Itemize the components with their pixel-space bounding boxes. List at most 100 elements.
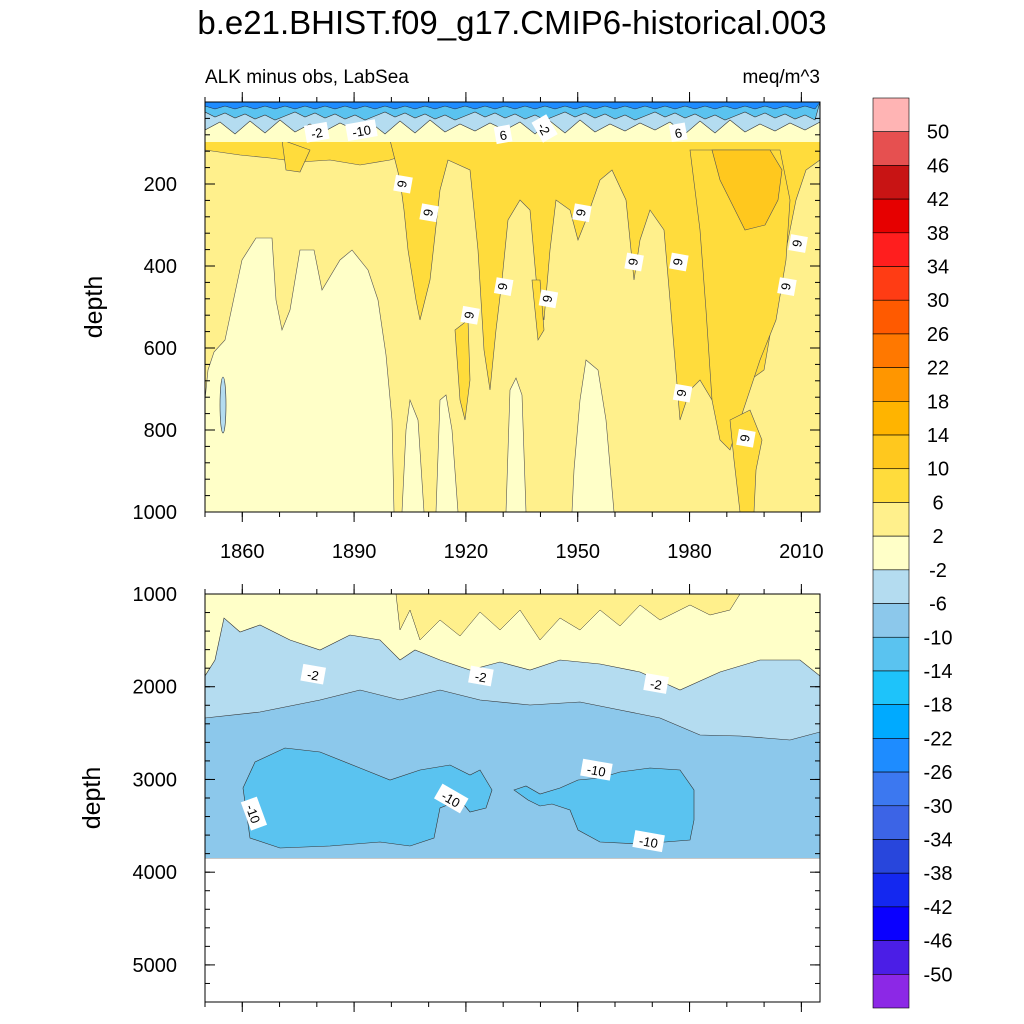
contour-label-box: [624, 252, 644, 272]
contour-label-box: [572, 203, 592, 223]
colorbar-label: 50: [927, 122, 949, 144]
colorbar-swatch: [872, 805, 910, 840]
colorbar-label: -22: [924, 728, 953, 750]
contour-label-box: [493, 124, 513, 145]
colorbar-swatch: [872, 502, 910, 537]
contour-label-box: [303, 121, 330, 143]
colorbar-swatch: [872, 198, 910, 234]
colorbar-swatch: [872, 670, 910, 705]
colorbar-swatch: [872, 266, 910, 301]
colorbar-label: 14: [927, 425, 949, 447]
y-tick-label: 2000: [133, 677, 178, 699]
contour-label: 6: [572, 203, 592, 223]
contour-label-text: 6: [539, 294, 555, 304]
contour-label-box: [393, 174, 413, 194]
upper-panel-axes: 200 400 600 800 1000 1860 1890 1920 1950 1980 2010: [133, 92, 824, 563]
hot-core-region: [711, 149, 783, 231]
contour-label-text: 6: [778, 282, 794, 292]
colorbar-swatch: [872, 738, 910, 773]
chart-title: b.e21.BHIST.f09_g17.CMIP6-historical.003: [197, 4, 826, 41]
contour-label-text: 6: [625, 257, 641, 267]
colorbar-label: -14: [924, 661, 953, 683]
x-tick-label: 1950: [555, 541, 600, 563]
y-tick-label: 1000: [133, 584, 178, 606]
colorbar-label: 30: [927, 290, 949, 312]
contour-label-box: [580, 758, 613, 781]
contour-label: -2: [300, 663, 326, 685]
y-tick-label: 3000: [133, 769, 178, 791]
contour-label-text: -10: [243, 803, 264, 826]
contour-label-text: 6: [789, 238, 805, 248]
colorbar-label: -6: [929, 594, 947, 616]
contour-label-text: 6: [573, 208, 589, 218]
colorbar-label: 38: [927, 223, 949, 245]
contour-label: -2: [531, 114, 558, 143]
colorbar-swatch: [872, 771, 910, 807]
colorbar-swatch: [872, 367, 910, 402]
contour-label: -2: [468, 665, 494, 687]
lower-yellow-fringe: [395, 594, 741, 641]
y-tick-label: 400: [144, 256, 177, 278]
contour-label: 6: [788, 234, 808, 253]
contour-label-box: [643, 673, 669, 694]
lower-panel-axes: 1000 2000 3000 4000 5000: [133, 584, 821, 1012]
contour-label-box: [669, 252, 689, 272]
x-tick-label: 1860: [220, 541, 265, 563]
colorbar-swatch: [872, 704, 910, 739]
contour-label-text: -10: [351, 122, 372, 140]
colorbar-swatch: [872, 973, 910, 1009]
colorbar-swatch: [872, 97, 910, 133]
upper-panel-field: [205, 102, 820, 512]
contour-label: 6: [393, 174, 413, 194]
contour-label-text: -2: [310, 125, 324, 142]
contour-label: 6: [419, 203, 439, 223]
colorbar-swatch: [872, 434, 910, 470]
y-tick-label: 4000: [133, 862, 178, 884]
colorbar-label: 2: [932, 526, 943, 548]
lower-y-axis-label: depth: [78, 767, 106, 830]
colorbar-label: -42: [924, 897, 953, 919]
lower-deep-patch-west: [242, 747, 493, 849]
lower-pale-region: [205, 594, 820, 691]
colorbar-swatch: [872, 232, 910, 267]
contour-label: 6: [668, 122, 688, 143]
contour-label-text: 6: [674, 125, 684, 141]
colorbar-swatch: [872, 940, 910, 975]
contour-label: -10: [580, 758, 613, 781]
contour-label-text: -2: [649, 676, 663, 693]
contour-label: 6: [460, 305, 480, 325]
contour-label: -2: [643, 673, 669, 694]
lower-deep-patch-east: [513, 767, 695, 845]
colorbar-label: -46: [924, 931, 953, 953]
colorbar-label: 42: [927, 189, 949, 211]
colorbar-swatch: [872, 165, 910, 200]
colorbar-swatch: [872, 603, 910, 638]
x-tick-label: 1980: [667, 541, 712, 563]
colorbar-label: -10: [924, 627, 953, 649]
colorbar-label: -38: [924, 863, 953, 885]
colorbar-swatch: [872, 131, 910, 166]
contour-label: 6: [736, 428, 756, 448]
contour-label: -10: [345, 119, 378, 142]
pale-region: [205, 237, 395, 512]
contour-label: 6: [669, 252, 689, 272]
contour-label-text: 6: [461, 310, 477, 320]
contour-label-box: [632, 830, 665, 853]
colorbar-label: -30: [924, 796, 953, 818]
contour-label-text: 6: [420, 208, 436, 218]
panel-subtitle-left: ALK minus obs, LabSea: [205, 67, 409, 88]
contour-label-text: -2: [306, 667, 320, 684]
contour-label-text: 6: [674, 388, 690, 398]
contour-label: 6: [493, 277, 514, 296]
contour-label: -10: [632, 830, 665, 853]
lower-nodata-region: [205, 858, 820, 1002]
colorbar-swatch: [872, 872, 910, 908]
pale-region: [571, 359, 615, 512]
y-tick-label: 600: [144, 338, 177, 360]
contour-label-box: [736, 428, 756, 448]
pale-region: [505, 377, 527, 512]
colorbar-label: 6: [932, 492, 943, 514]
contour-label: -10: [240, 796, 268, 831]
contour-label: 6: [538, 289, 559, 309]
